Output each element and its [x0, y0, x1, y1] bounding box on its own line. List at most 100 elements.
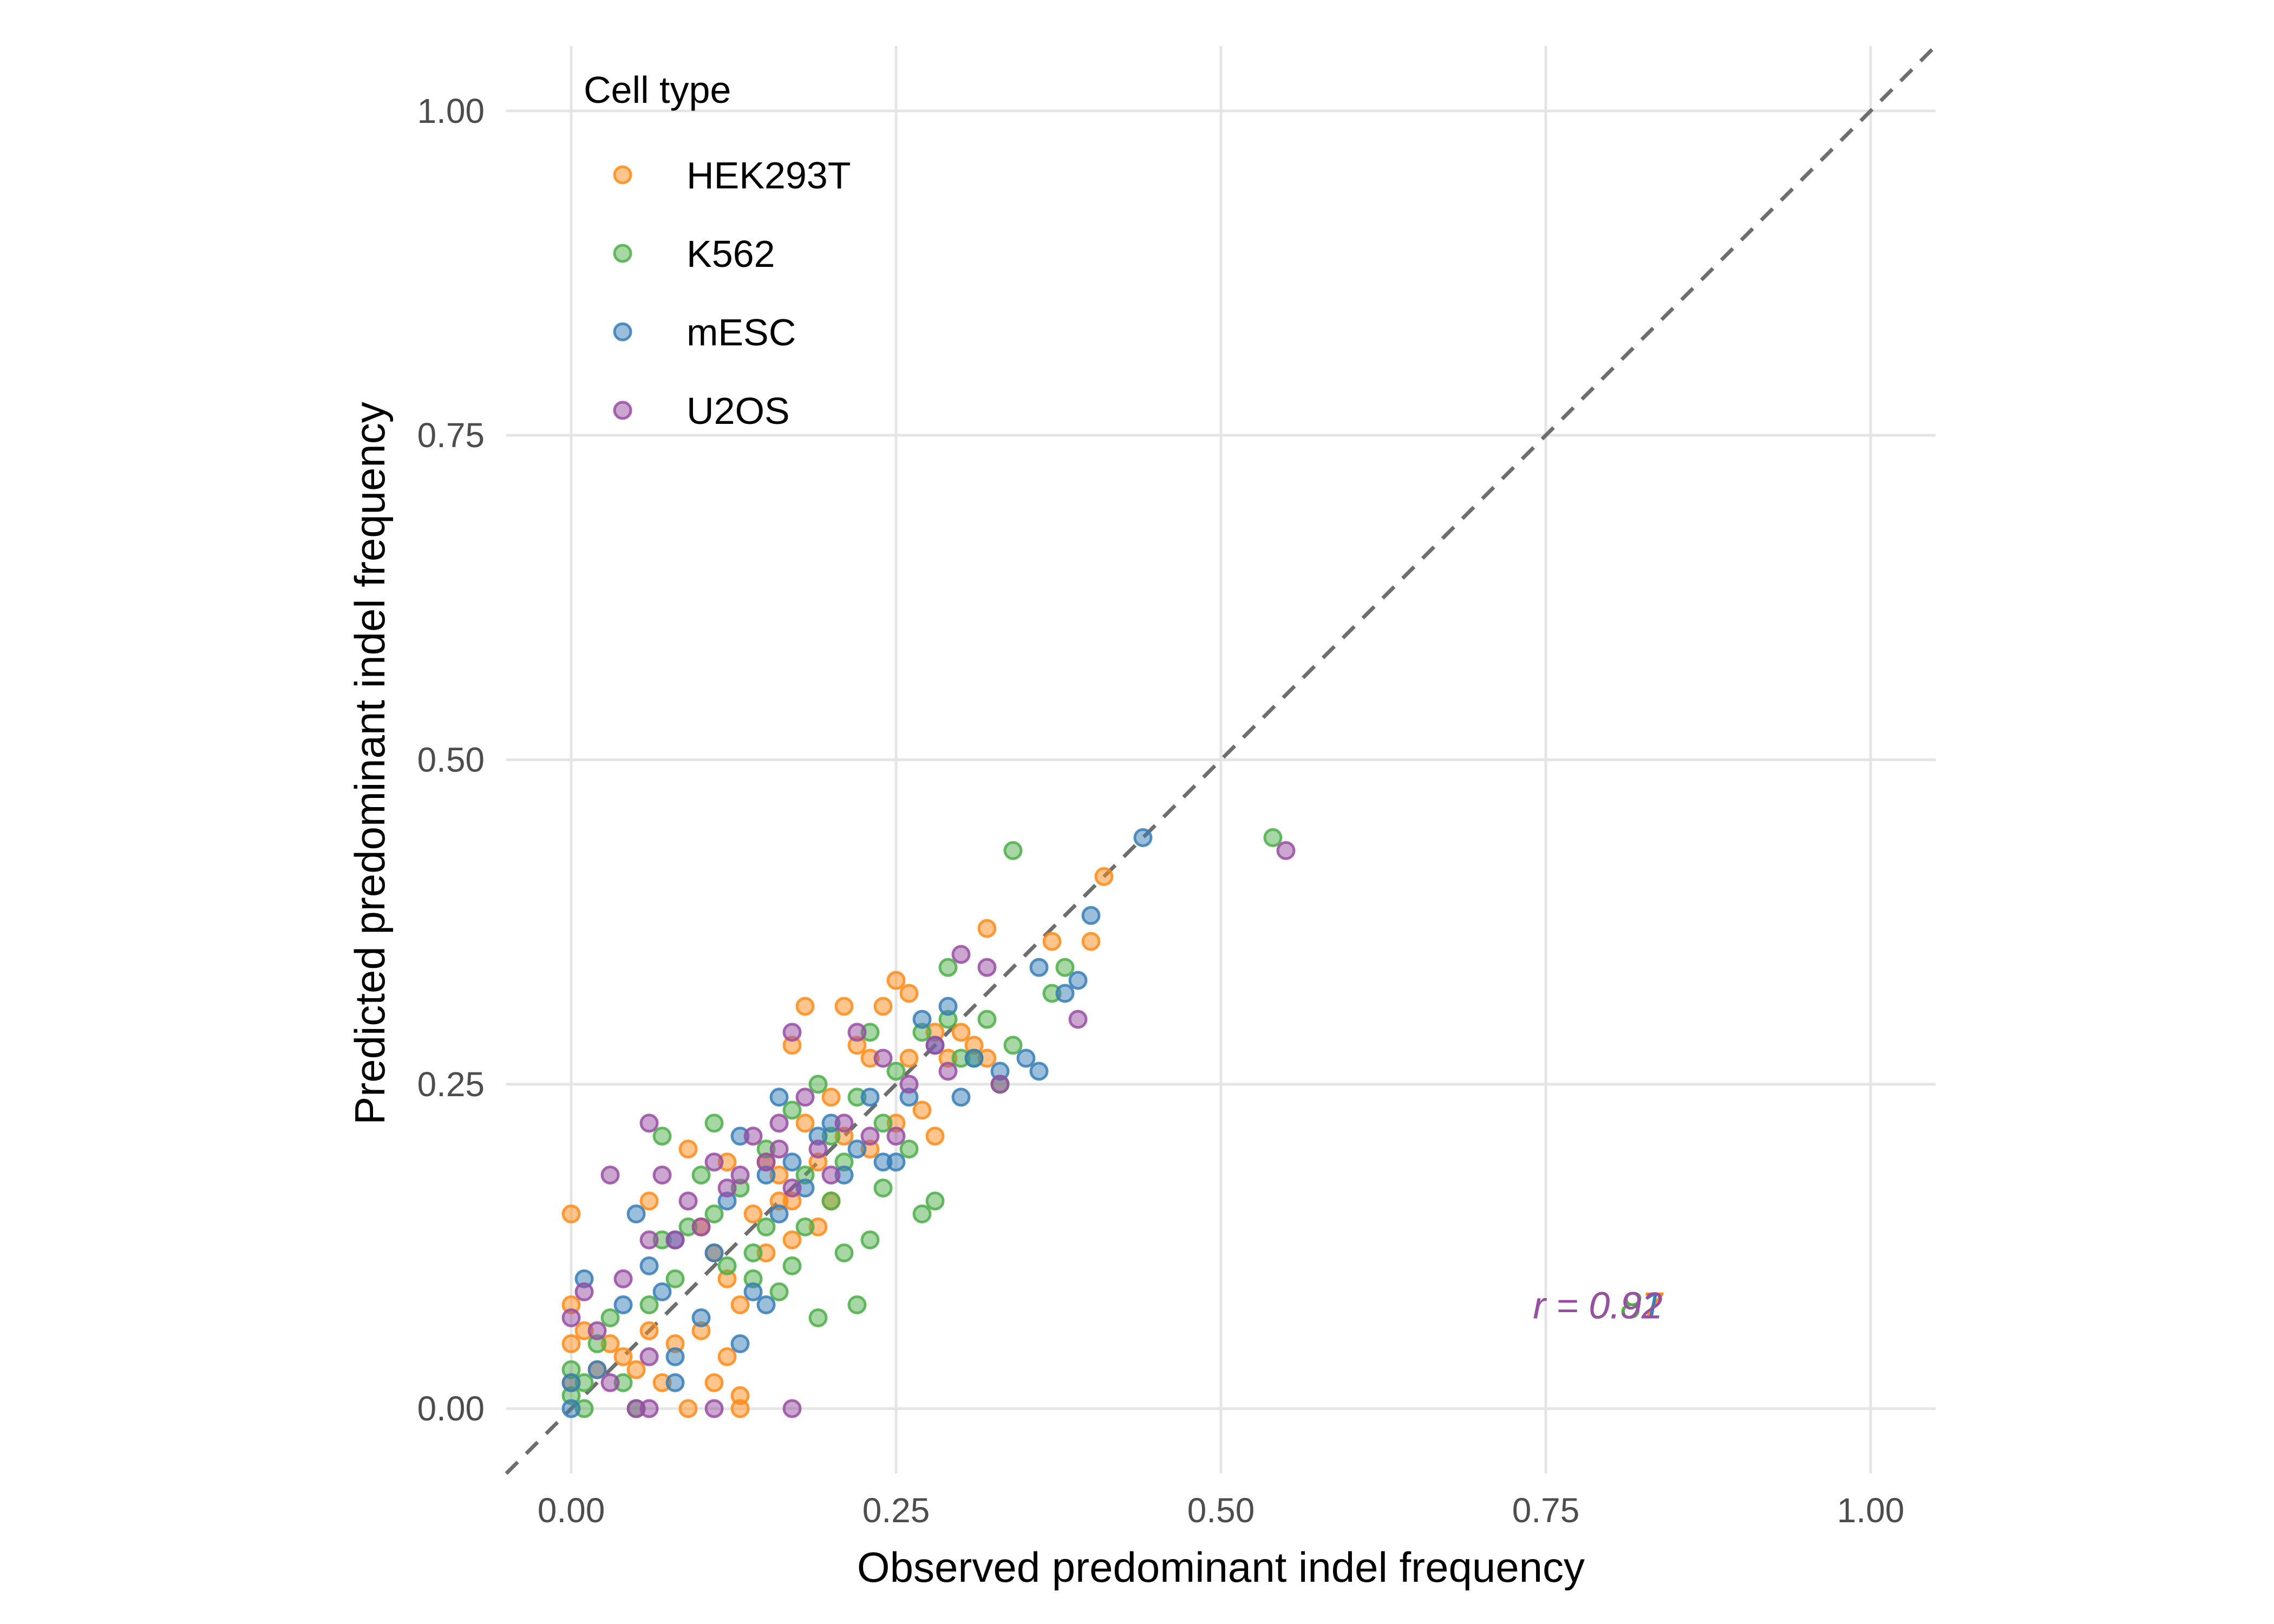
- data-point: [561, 1399, 581, 1418]
- data-point: [561, 1204, 581, 1224]
- data-point: [587, 1321, 607, 1340]
- data-point: [626, 1360, 646, 1379]
- data-point: [847, 1023, 867, 1042]
- data-point: [613, 1269, 633, 1288]
- data-point: [782, 1178, 802, 1198]
- data-point: [782, 1101, 802, 1120]
- data-point: [899, 1049, 919, 1068]
- data-point: [717, 1347, 737, 1366]
- legend-label-mesc: mESC: [687, 311, 796, 353]
- y-axis-title: Predicted predominant indel frequency: [346, 402, 394, 1124]
- y-tick-label: 0.75: [417, 416, 485, 455]
- y-tick-label: 0.25: [417, 1065, 485, 1104]
- legend-label-k562: K562: [687, 233, 775, 275]
- legend: Cell type HEK293T K562 mESC U2OS: [584, 69, 851, 432]
- data-point: [678, 1399, 698, 1418]
- data-point: [1068, 1010, 1088, 1029]
- data-point: [1029, 958, 1049, 977]
- x-tick-label: 0.50: [1187, 1491, 1255, 1530]
- data-point: [821, 1191, 841, 1211]
- data-point: [951, 945, 971, 964]
- data-point: [561, 1308, 581, 1327]
- legend-key-hek293t: [613, 165, 632, 185]
- data-point: [782, 1152, 802, 1172]
- data-point: [1003, 841, 1023, 860]
- data-point: [847, 1295, 867, 1314]
- legend-label-hek293t: HEK293T: [687, 154, 851, 197]
- data-point: [795, 1114, 815, 1133]
- data-point: [691, 1165, 711, 1185]
- data-point: [704, 1152, 724, 1172]
- data-point: [860, 1088, 880, 1107]
- data-point: [626, 1204, 646, 1224]
- data-point: [808, 1140, 828, 1159]
- data-point: [951, 1088, 971, 1107]
- data-point: [782, 1256, 802, 1275]
- data-point: [743, 1204, 763, 1224]
- data-point: [1081, 906, 1101, 925]
- data-point: [899, 1075, 919, 1094]
- data-point: [639, 1347, 659, 1366]
- data-point: [899, 1140, 919, 1159]
- data-point: [834, 997, 854, 1016]
- data-point: [873, 1049, 893, 1068]
- data-point: [743, 1127, 763, 1146]
- data-point: [821, 1088, 841, 1107]
- data-point: [639, 1230, 659, 1249]
- data-point: [938, 997, 958, 1016]
- x-tick-label: 0.75: [1512, 1491, 1580, 1530]
- y-tick-label: 1.00: [417, 91, 485, 130]
- data-point: [938, 1062, 958, 1081]
- data-point: [613, 1347, 633, 1366]
- data-point: [795, 1088, 815, 1107]
- data-point: [834, 1243, 854, 1262]
- data-point: [951, 1023, 971, 1042]
- data-point: [1094, 867, 1114, 886]
- data-point: [1081, 932, 1101, 951]
- data-point: [1029, 1062, 1049, 1081]
- data-point: [613, 1295, 633, 1314]
- tick-labels: 0.00 0.25 0.50 0.75 1.00 0.00 0.25 0.50 0.75 1.00: [417, 91, 1904, 1530]
- data-points: [561, 828, 1296, 1418]
- data-point: [769, 1204, 789, 1224]
- legend-items: HEK293T K562 mESC U2OS: [613, 154, 851, 432]
- r-annotation-hek293t: r = 0.87: [1533, 1284, 1664, 1326]
- data-point: [808, 1075, 828, 1094]
- data-point: [730, 1399, 750, 1418]
- data-point: [925, 1036, 945, 1055]
- data-point: [1263, 828, 1283, 847]
- data-point: [561, 1334, 581, 1353]
- data-point: [574, 1282, 594, 1301]
- data-point: [665, 1269, 685, 1288]
- data-point: [769, 1088, 789, 1107]
- data-point: [639, 1191, 659, 1211]
- data-point: [691, 1217, 711, 1237]
- r-annotation-k562: r = 0.81: [1533, 1284, 1662, 1326]
- data-point: [678, 1140, 698, 1159]
- data-point: [795, 1217, 815, 1237]
- data-point: [990, 1075, 1010, 1094]
- data-point: [1276, 841, 1296, 860]
- data-point: [977, 1010, 997, 1029]
- r-annotation-u2os: r = 0.92: [1533, 1284, 1662, 1326]
- data-point: [665, 1230, 685, 1249]
- data-point: [769, 1114, 789, 1133]
- data-point: [1016, 1049, 1036, 1068]
- data-point: [600, 1165, 620, 1185]
- data-point: [925, 1127, 945, 1146]
- data-point: [600, 1308, 620, 1327]
- legend-key-u2os: [613, 401, 632, 420]
- data-point: [925, 1191, 945, 1211]
- data-point: [756, 1152, 776, 1172]
- data-point: [652, 1127, 672, 1146]
- data-point: [860, 1230, 880, 1249]
- data-point: [769, 1140, 789, 1159]
- data-point: [977, 958, 997, 977]
- data-point: [782, 1230, 802, 1249]
- data-point: [756, 1217, 776, 1237]
- data-point: [912, 1101, 932, 1120]
- data-point: [704, 1204, 724, 1224]
- x-tick-label: 0.00: [538, 1491, 605, 1530]
